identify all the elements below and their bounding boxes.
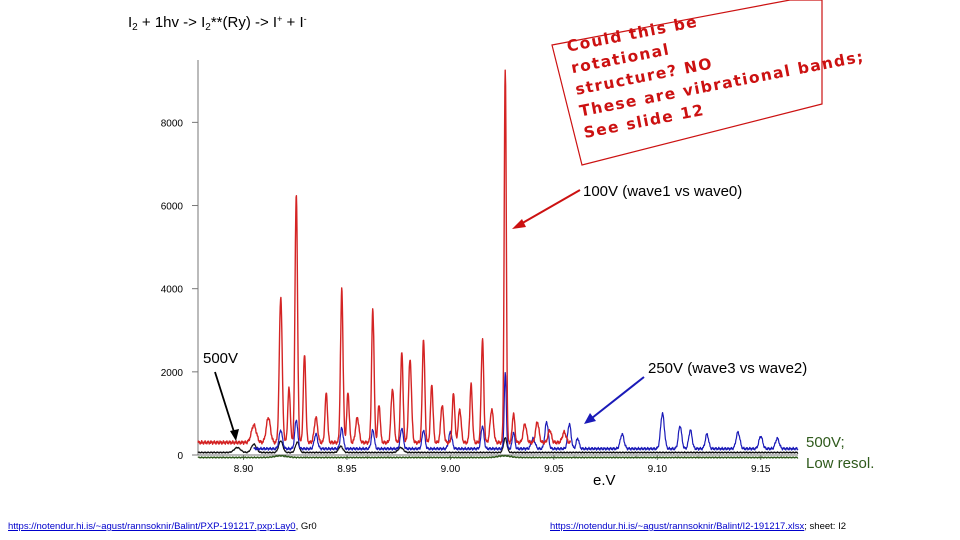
arrow-250v-head (584, 413, 596, 424)
note-box-outline (551, 0, 823, 166)
x-tick-label: 9.00 (441, 464, 461, 475)
y-tick-label: 0 (177, 451, 183, 462)
y-tick-label: 2000 (161, 368, 184, 379)
arrow-100v (518, 189, 581, 226)
series-250v (253, 372, 799, 451)
arrow-100v-head (512, 219, 526, 229)
arrow-500v-head (230, 429, 239, 441)
note-box (551, 0, 823, 166)
x-axis-unit: e.V (593, 472, 616, 489)
source-link-right: https://notendur.hi.is/~agust/rannsoknir… (550, 521, 846, 532)
pxp-link[interactable]: https://notendur.hi.is/~agust/rannsoknir… (8, 521, 296, 532)
label-low-resolution: 500V; Low resol. (806, 432, 874, 474)
xlsx-link[interactable]: https://notendur.hi.is/~agust/rannsoknir… (550, 521, 805, 532)
series-100v (197, 69, 572, 445)
y-tick-label: 6000 (161, 202, 184, 213)
pxp-link-suffix: , Gr0 (295, 521, 317, 532)
series-500v-low-res (197, 454, 799, 459)
x-tick-label: 9.15 (751, 464, 771, 475)
chart-axes: 8.90 8.95 9.00 9.05 9.10 9.15 0 2000 4000 6000 800… (161, 60, 798, 475)
xlsx-link-suffix: ; sheet: I2 (804, 521, 847, 532)
x-tick-label: 9.10 (648, 464, 668, 475)
arrow-500v (214, 371, 235, 433)
annotation-arrows (214, 189, 645, 441)
series-500v (197, 437, 799, 454)
x-tick-label: 8.95 (337, 464, 357, 475)
source-link-left: https://notendur.hi.is/~agust/rannsoknir… (8, 521, 317, 532)
x-tick-label: 8.90 (234, 464, 254, 475)
x-tick-label: 9.05 (544, 464, 564, 475)
label-500v: 500V (203, 350, 239, 367)
arrow-250v (591, 376, 645, 419)
label-low-line-2: Low resol. (806, 455, 875, 472)
label-250v: 250V (wave3 vs wave2) (648, 360, 808, 377)
y-tick-label: 8000 (161, 118, 184, 129)
chart-title: I2 + 1hv -> I2**(Ry) -> I+ + I- (128, 14, 307, 33)
label-low-line-1: 500V; (806, 434, 845, 451)
y-tick-label: 4000 (161, 285, 184, 296)
label-100v: 100V (wave1 vs wave0) (583, 183, 743, 200)
chart-series (197, 69, 799, 459)
